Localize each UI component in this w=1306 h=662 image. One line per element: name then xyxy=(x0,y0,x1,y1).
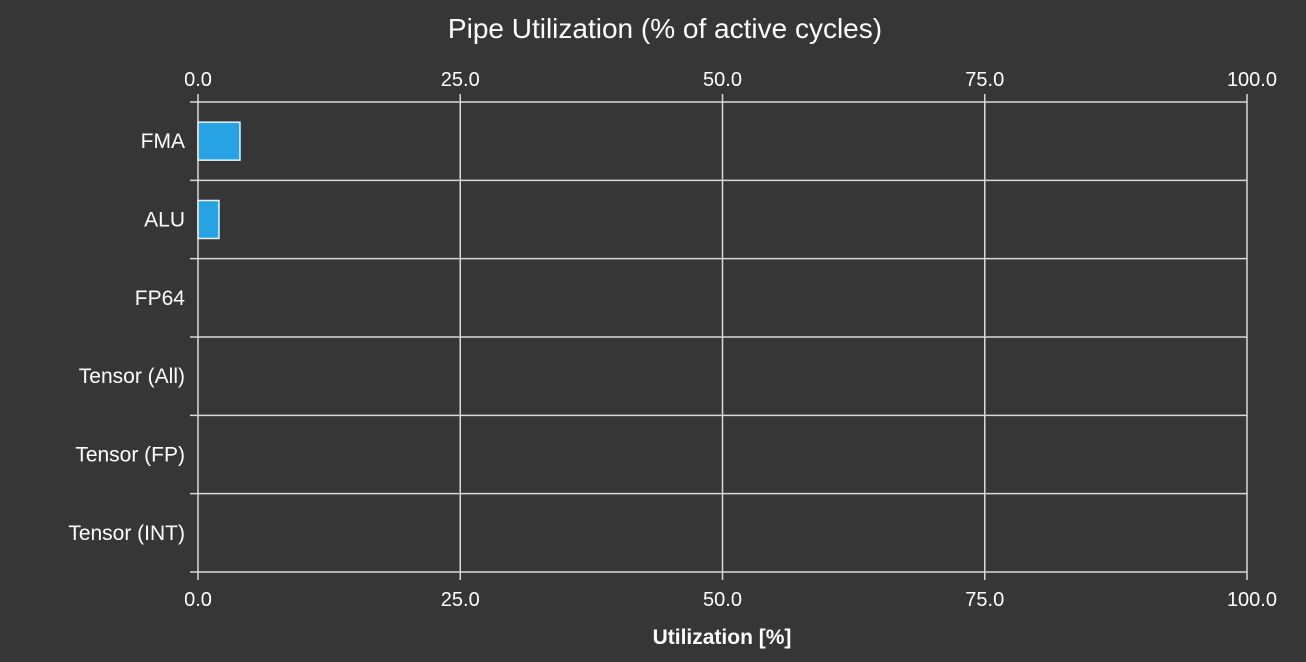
category-label: FMA xyxy=(141,130,185,153)
x-tick-label-bottom: 0.0 xyxy=(184,589,212,611)
x-tick-label-bottom: 50.0 xyxy=(703,589,742,611)
bar xyxy=(197,199,220,240)
x-tick-label-bottom: 100.0 xyxy=(1227,589,1277,611)
x-tick-label-bottom: 25.0 xyxy=(441,589,480,611)
tick-labels-layer: 0.0 0.0 25.0 25.0 50.0 50.0 75.0 75.0 100.0 100.0 xyxy=(184,69,1277,611)
bar xyxy=(197,121,241,161)
x-tick-label-top: 100.0 xyxy=(1227,69,1277,91)
category-label: Tensor (INT) xyxy=(68,522,185,545)
category-label: Tensor (All) xyxy=(79,365,185,388)
category-label: Tensor (FP) xyxy=(75,444,185,467)
x-axis-label: Utilization [%] xyxy=(653,626,792,649)
grid-layer xyxy=(190,94,1248,580)
category-label: ALU xyxy=(144,209,185,232)
chart-title: Pipe Utilization (% of active cycles) xyxy=(448,13,882,44)
x-tick-label-top: 75.0 xyxy=(965,69,1004,91)
x-tick-label-top: 0.0 xyxy=(184,69,212,91)
x-tick-label-top: 50.0 xyxy=(703,69,742,91)
category-labels-layer: FMA ALU FP64 Tensor (All) Tensor (FP) Tensor … xyxy=(68,130,185,545)
category-label: FP64 xyxy=(135,287,186,310)
x-tick-label-top: 25.0 xyxy=(441,69,480,91)
x-tick-label-bottom: 75.0 xyxy=(965,589,1004,611)
bars-layer xyxy=(197,121,241,240)
